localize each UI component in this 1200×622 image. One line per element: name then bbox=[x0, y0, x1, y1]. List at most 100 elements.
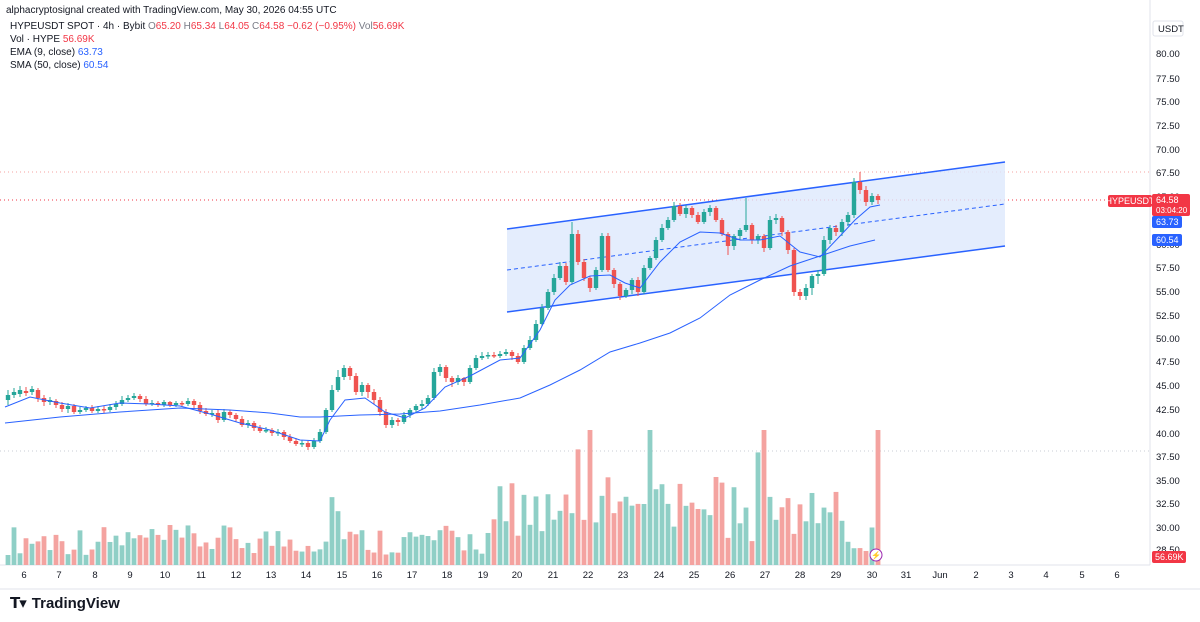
volume-bar bbox=[755, 452, 761, 565]
candle-body bbox=[749, 225, 755, 240]
attribution-text: alphacryptosignal created with TradingVi… bbox=[6, 5, 337, 16]
candle-body bbox=[263, 430, 269, 432]
volume-bar bbox=[761, 430, 767, 565]
volume-bar bbox=[533, 496, 539, 565]
volume-bar bbox=[731, 487, 737, 565]
price-tick-label: 28.50 bbox=[1156, 545, 1180, 556]
volume-bar bbox=[23, 538, 29, 565]
candle-body bbox=[779, 218, 785, 232]
legend-ema-row[interactable]: EMA (9, close) 63.73 bbox=[10, 46, 404, 59]
volume-bar bbox=[491, 519, 497, 565]
volume-bar bbox=[785, 498, 791, 565]
time-tick-label: 31 bbox=[901, 570, 912, 581]
candle-body bbox=[359, 385, 365, 392]
candle-body bbox=[353, 376, 359, 392]
legend-sma-row[interactable]: SMA (50, close) 60.54 bbox=[10, 59, 404, 72]
candle-body bbox=[53, 401, 59, 405]
legend-vol-label: Vol bbox=[358, 21, 373, 32]
ema-9-line[interactable] bbox=[4, 204, 881, 442]
price-chart[interactable]: 80.0077.5075.0072.5070.0067.5065.0062.50… bbox=[0, 0, 1200, 590]
volume-bar bbox=[485, 532, 491, 565]
volume-bar bbox=[641, 504, 647, 565]
volume-bar bbox=[551, 519, 557, 565]
volume-bar bbox=[161, 539, 167, 565]
legend-low: 64.05 bbox=[224, 21, 250, 32]
candle-body bbox=[491, 355, 497, 357]
volume-bar bbox=[749, 541, 755, 565]
candle-body bbox=[707, 208, 713, 212]
legend-ema-label: EMA (9, close) bbox=[10, 47, 76, 58]
candle-body bbox=[257, 428, 263, 431]
time-tick-label: 12 bbox=[231, 570, 242, 581]
legend-high: 65.34 bbox=[190, 21, 216, 32]
candle-body bbox=[35, 390, 41, 398]
volume-bar bbox=[707, 515, 713, 565]
time-tick-label: Jun bbox=[932, 570, 947, 581]
volume-bar bbox=[845, 541, 851, 565]
candle-body bbox=[623, 290, 629, 296]
legend-volume-row[interactable]: Vol · HYPE 56.69K bbox=[10, 33, 404, 46]
currency-button[interactable] bbox=[1152, 20, 1184, 37]
volume-bar bbox=[743, 507, 749, 565]
candle-body bbox=[269, 430, 275, 433]
volume-bar bbox=[659, 484, 665, 565]
candle-body bbox=[839, 222, 845, 232]
candle-body bbox=[665, 220, 671, 228]
candle-body bbox=[209, 413, 215, 415]
volume-bar bbox=[587, 430, 593, 565]
last-price-value: 64.58 bbox=[1156, 195, 1179, 205]
time-tick-label: 3 bbox=[1008, 570, 1013, 581]
volume-bar bbox=[737, 523, 743, 565]
candle-body bbox=[17, 390, 23, 394]
volume-bar bbox=[857, 548, 863, 565]
volume-bar bbox=[569, 513, 575, 565]
time-tick-label: 25 bbox=[689, 570, 700, 581]
price-tick-label: 52.50 bbox=[1156, 311, 1180, 322]
volume-bar bbox=[419, 534, 425, 565]
volume-bar bbox=[77, 530, 83, 565]
candle-body bbox=[695, 215, 701, 222]
candle-body bbox=[497, 354, 503, 356]
volume-bar bbox=[803, 521, 809, 565]
symbol-tag bbox=[1108, 195, 1152, 207]
candle-body bbox=[371, 392, 377, 400]
tradingview-logo[interactable]: 𝗧▾ TradingView bbox=[10, 594, 120, 613]
currency-label: USDT bbox=[1158, 24, 1184, 35]
volume-bar bbox=[29, 543, 35, 565]
price-axis[interactable]: 80.0077.5075.0072.5070.0067.5065.0062.50… bbox=[1156, 49, 1180, 556]
candle-body bbox=[113, 404, 119, 407]
candle-body bbox=[821, 240, 827, 274]
time-tick-label: 24 bbox=[654, 570, 665, 581]
candle-body bbox=[479, 356, 485, 358]
ema-tag bbox=[1152, 216, 1182, 228]
lightning-icon[interactable] bbox=[869, 548, 883, 562]
candle-body bbox=[161, 402, 167, 405]
channel-lower-line[interactable] bbox=[506, 245, 1006, 313]
bar-countdown: 03:04:20 bbox=[1156, 206, 1188, 215]
tradingview-mark-icon: 𝗧▾ bbox=[10, 595, 27, 612]
volume-bar bbox=[425, 536, 431, 565]
candle-body bbox=[107, 407, 113, 410]
price-tick-label: 75.00 bbox=[1156, 97, 1180, 108]
volume-bar bbox=[347, 531, 353, 565]
volume-bar bbox=[173, 529, 179, 565]
channel-upper-line[interactable] bbox=[506, 161, 1006, 230]
volume-bar bbox=[401, 537, 407, 565]
volume-bar bbox=[383, 554, 389, 565]
volume-bar bbox=[11, 527, 17, 565]
legend-symbol-row[interactable]: HYPEUSDT SPOT · 4h · Bybit O65.20 H65.34… bbox=[10, 20, 404, 33]
volume-bar bbox=[197, 546, 203, 565]
candle-body bbox=[311, 441, 317, 447]
volume-bar bbox=[203, 542, 209, 565]
price-tick-label: 32.50 bbox=[1156, 499, 1180, 510]
sma-50-line[interactable] bbox=[4, 239, 876, 424]
volume-bar bbox=[215, 537, 221, 565]
time-tick-label: 9 bbox=[127, 570, 132, 581]
candle-body bbox=[11, 392, 17, 395]
candle-body bbox=[227, 412, 233, 415]
legend-change: −0.62 (−0.95%) bbox=[287, 21, 357, 32]
volume-bar bbox=[167, 525, 173, 565]
candle-body bbox=[293, 441, 299, 444]
volume-bar bbox=[269, 545, 275, 565]
time-axis[interactable]: 6 7 8 9 10 11 12 13 14 15 16 17 18 19 20 21 22 23 24 25 26 27… bbox=[21, 570, 1119, 581]
